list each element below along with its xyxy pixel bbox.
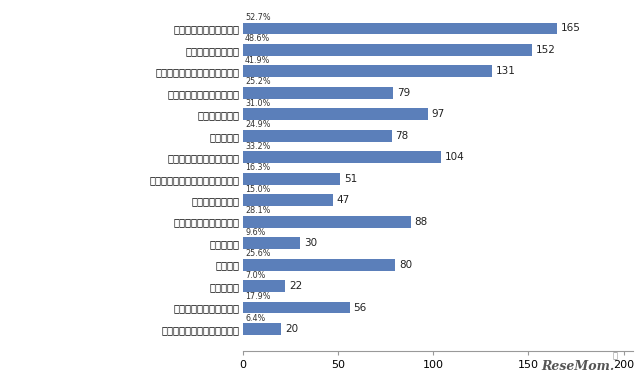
Text: 25.6%: 25.6%	[245, 249, 271, 258]
Text: 17.9%: 17.9%	[245, 292, 271, 301]
Bar	[243, 302, 349, 314]
Text: あ: あ	[612, 351, 618, 360]
Text: 30: 30	[304, 238, 317, 248]
Text: 41.9%: 41.9%	[245, 56, 271, 65]
Text: 78: 78	[396, 131, 408, 141]
Bar	[243, 216, 410, 227]
Text: 152: 152	[536, 45, 556, 55]
Bar	[243, 173, 340, 185]
Bar	[243, 44, 532, 56]
Text: 97: 97	[431, 109, 445, 119]
Text: 131: 131	[496, 66, 516, 77]
Bar	[243, 194, 333, 206]
Text: 6.4%: 6.4%	[245, 314, 266, 323]
Bar	[243, 323, 281, 335]
Bar	[243, 87, 394, 99]
Bar	[243, 259, 396, 271]
Text: 51: 51	[344, 174, 357, 184]
Text: 7.0%: 7.0%	[245, 271, 266, 280]
Text: 56: 56	[353, 303, 367, 312]
Text: 33.2%: 33.2%	[245, 142, 271, 151]
Text: 47: 47	[337, 195, 349, 205]
Text: 79: 79	[397, 88, 410, 98]
Bar	[243, 237, 300, 249]
Text: ReseMom.: ReseMom.	[541, 360, 614, 373]
Text: 25.2%: 25.2%	[245, 77, 271, 86]
Text: 24.9%: 24.9%	[245, 120, 271, 130]
Bar	[243, 151, 441, 163]
Bar	[243, 109, 428, 120]
Bar	[243, 22, 557, 34]
Text: 16.3%: 16.3%	[245, 163, 270, 172]
Text: 31.0%: 31.0%	[245, 99, 270, 108]
Text: 80: 80	[399, 259, 412, 270]
Text: 104: 104	[445, 152, 465, 162]
Text: 20: 20	[285, 324, 298, 334]
Text: 48.6%: 48.6%	[245, 35, 270, 43]
Bar	[243, 130, 392, 142]
Text: 88: 88	[414, 217, 428, 227]
Text: 165: 165	[561, 24, 580, 34]
Text: 28.1%: 28.1%	[245, 206, 271, 215]
Text: 22: 22	[289, 281, 302, 291]
Bar	[243, 280, 285, 292]
Text: 15.0%: 15.0%	[245, 185, 271, 194]
Bar	[243, 66, 492, 77]
Text: 9.6%: 9.6%	[245, 228, 266, 237]
Text: 52.7%: 52.7%	[245, 13, 271, 22]
